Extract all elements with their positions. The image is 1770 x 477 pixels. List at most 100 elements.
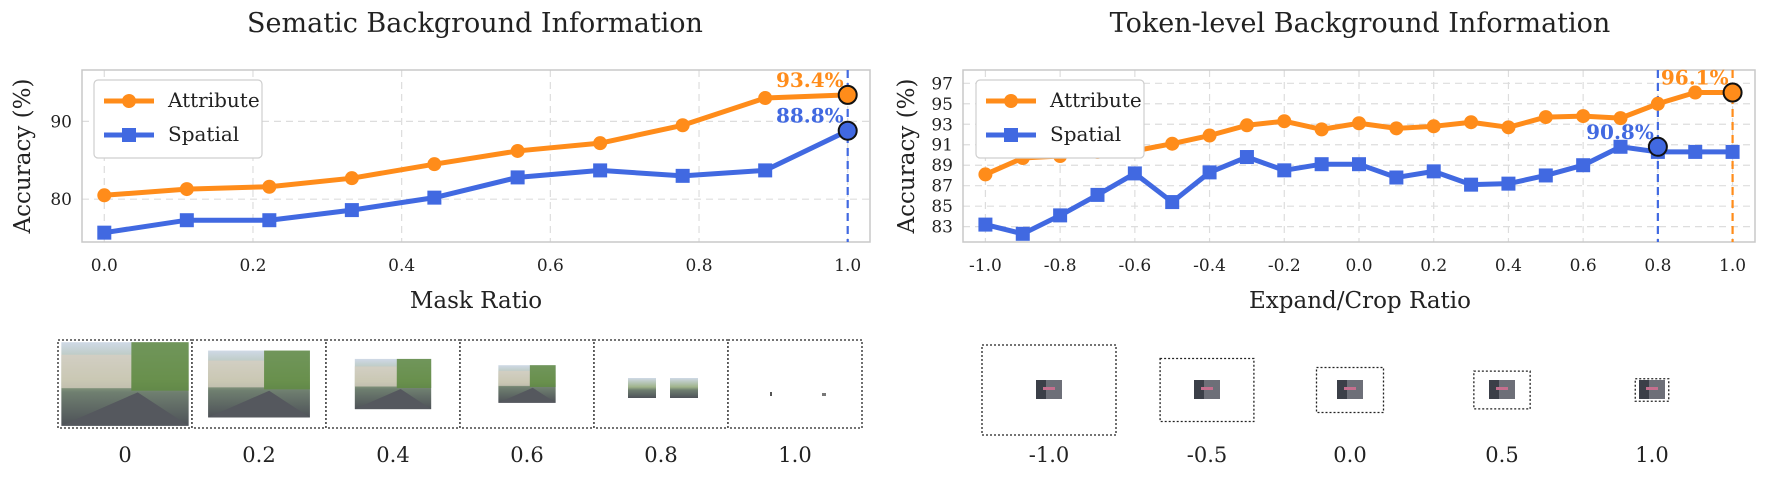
data-point-attribute [1202,128,1217,143]
annotation-label: 96.1% [1661,66,1729,90]
thumbnail-label: 0.0 [1333,443,1366,467]
y-tick-label: 89 [931,156,953,176]
thumbnail-label: 0.6 [510,443,543,467]
data-point-attribute [510,143,525,158]
masked-image-patch [822,393,826,396]
y-tick-label: 85 [931,197,953,217]
building-shape [208,360,265,388]
y-tick-label: 87 [931,177,953,197]
left-chart-ylabel: Accuracy (%) [10,79,36,235]
y-tick-label: 83 [931,218,953,238]
left-chart-title: Sematic Background Information [247,8,703,39]
highlight-point [1722,82,1743,103]
right-chart-legend: Attribute Spatial [975,79,1145,159]
data-point-spatial [1352,157,1366,172]
data-point-spatial [1314,157,1329,172]
data-point-attribute [1314,122,1329,137]
data-point-spatial [1613,139,1628,154]
token-patch-shadow [1036,380,1046,399]
y-tick-label: 91 [931,136,953,156]
right-chart-xticks: -1.0 -0.8 -0.6 -0.4 -0.2 0.0 0.2 0.4 0.6 0.8 1.0 [969,256,1746,276]
road-shape [354,389,432,410]
annotation-label: 88.8% [776,104,844,128]
data-point-spatial [97,225,112,240]
left-chart-annotations: 93.4% 88.8% [776,68,858,141]
x-tick-label: -0.6 [1118,256,1151,276]
thumbnail-frame [325,339,461,429]
legend-spatial-marker [1004,128,1018,142]
x-tick-label: -0.4 [1193,256,1226,276]
data-point-attribute [593,136,608,151]
data-point-spatial [1389,170,1404,185]
tree-shape [264,350,310,390]
x-tick-label: -0.8 [1044,256,1077,276]
mask-ratio-thumbnails: 0 0.2 0.4 0.6 0.8 1.0 [57,339,863,467]
annotation-label: 93.4% [776,68,844,92]
building-shape [354,366,397,387]
data-point-attribute [1576,109,1591,124]
data-point-attribute [1239,118,1254,133]
x-tick-label: 0.6 [537,256,564,276]
legend-spatial-label: Spatial [1050,122,1121,146]
thumbnail-label: 0.2 [242,443,275,467]
building-shape [498,370,530,386]
thumbnail-label: 0 [118,443,131,467]
data-point-spatial [344,203,359,218]
data-point-spatial [1127,166,1142,181]
data-point-spatial [978,217,993,232]
data-point-attribute [1352,116,1366,131]
thumbnail-label: -1.0 [1029,443,1070,467]
x-tick-label: 0.8 [1644,256,1671,276]
data-point-spatial [1576,158,1591,173]
x-tick-label: 0.8 [685,256,712,276]
tree-shape [131,342,189,391]
thumbnail-frame [593,339,729,429]
y-tick-label: 90 [50,112,72,132]
x-tick-label: 0.2 [239,256,266,276]
data-point-spatial [1053,208,1068,223]
annotation-label: 90.8% [1586,120,1654,144]
data-point-attribute [427,157,442,172]
data-point-attribute [1613,111,1628,126]
tree-shape [529,365,556,388]
data-point-spatial [262,213,277,228]
data-point-spatial [1239,150,1254,165]
thumbnail-label: 1.0 [1635,443,1668,467]
token-patch-accent [1201,387,1213,390]
x-tick-label: 0.0 [1345,256,1372,276]
data-point-attribute [758,91,773,106]
data-point-spatial [1015,226,1030,241]
data-point-attribute [1501,120,1516,135]
building-shape [61,354,132,389]
highlight-point [837,84,858,105]
token-patch-accent [1646,387,1658,390]
right-chart: Token-level Background Information -1.0-… [894,8,1756,314]
right-chart-frame [962,69,1756,243]
highlight-point [837,120,858,141]
data-point-attribute [675,118,690,133]
x-tick-label: -1.0 [969,256,1002,276]
data-point-attribute [344,171,359,186]
data-point-attribute [978,167,993,182]
data-point-attribute [1389,121,1404,136]
thumbnail-label: 0.4 [376,443,409,467]
token-patch-accent [1043,387,1055,390]
y-tick-label: 93 [931,115,953,135]
data-point-spatial [675,168,690,183]
road-shape [498,387,556,403]
x-tick-label: 0.4 [388,256,415,276]
x-tick-label: -0.2 [1268,256,1301,276]
data-point-spatial [179,213,194,228]
x-tick-label: 0.2 [1420,256,1447,276]
road-shape [61,392,189,426]
left-chart-xticks: 0.0 0.2 0.4 0.6 0.8 1.0 [91,256,861,276]
data-point-spatial [1725,144,1740,159]
x-tick-label: 0.0 [91,256,118,276]
legend-attribute-marker [1004,94,1018,108]
data-point-spatial [1202,165,1217,180]
data-point-attribute [1688,85,1703,100]
data-point-attribute [1650,96,1665,111]
series-line-spatial [103,128,849,236]
expand-crop-thumbnails: -1.0 -0.5 0.0 0.5 1.0 [981,344,1670,467]
left-chart-legend: Attribute Spatial [93,79,263,159]
